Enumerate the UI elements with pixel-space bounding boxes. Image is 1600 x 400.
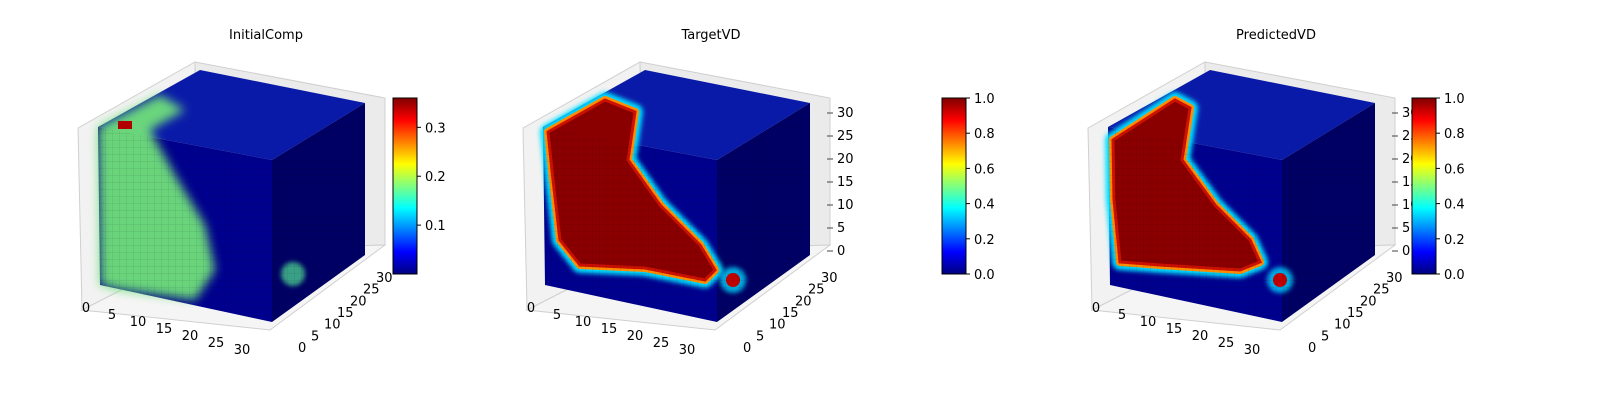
colorbar-tick-label: 0.2 <box>1444 233 1465 248</box>
x-tick-label: 20 <box>182 329 199 344</box>
y-tick-label: 5 <box>756 329 764 344</box>
x-tick-label: 25 <box>653 336 670 351</box>
z-tick-label: 25 <box>837 129 854 144</box>
y-tick-label: 0 <box>1308 341 1316 356</box>
x-tick-label: 25 <box>1218 336 1235 351</box>
voxel-grid-side <box>1282 103 1375 322</box>
y-tick-label: 30 <box>376 271 393 286</box>
x-tick-label: 20 <box>627 329 644 344</box>
y-tick-label: 10 <box>1334 318 1351 333</box>
voxel-grid-front <box>1108 127 1282 322</box>
colorbar-tick-label: 0.4 <box>1444 198 1465 213</box>
y-tick-label: 30 <box>1386 271 1403 286</box>
colorbar-tick-label: 0.0 <box>1444 268 1465 283</box>
y-tick-label: 15 <box>337 306 354 321</box>
y-tick-label: 10 <box>324 318 341 333</box>
z-tick-label: 0 <box>837 244 845 259</box>
z-tick-label: 10 <box>837 198 854 213</box>
y-tick-label: 25 <box>363 283 380 298</box>
x-tick-label: 5 <box>108 308 116 323</box>
y-tick-label: 25 <box>808 283 825 298</box>
z-tick-label: 20 <box>837 152 854 167</box>
y-tick-label: 15 <box>782 306 799 321</box>
cube-top-face <box>98 70 365 160</box>
colorbar-tick-label: 0.3 <box>425 121 446 136</box>
z-tick-label: 0 <box>1402 244 1410 259</box>
y-tick-label: 30 <box>821 271 838 286</box>
panel-title: InitialComp <box>229 28 303 43</box>
voxel-grid-front <box>543 127 717 322</box>
y-tick-label: 5 <box>1321 329 1329 344</box>
x-tick-label: 5 <box>553 308 561 323</box>
colorbar <box>392 97 418 275</box>
colorbar-tick-label: 1.0 <box>1444 92 1465 107</box>
x-tick-label: 30 <box>234 343 251 358</box>
y-tick-label: 0 <box>298 341 306 356</box>
colorbar-tick-label: 0.1 <box>425 219 446 234</box>
y-tick-label: 20 <box>795 294 812 309</box>
x-tick-label: 25 <box>208 336 225 351</box>
panel-title: PredictedVD <box>1236 28 1316 43</box>
colorbar-tick-label: 0.8 <box>974 127 995 142</box>
colorbar-tick-label: 0.8 <box>1444 127 1465 142</box>
z-tick-label: 5 <box>1402 221 1410 236</box>
x-tick-label: 10 <box>1140 315 1157 330</box>
voxel-grid-side <box>717 103 810 322</box>
y-tick-label: 5 <box>311 329 319 344</box>
x-tick-label: 30 <box>1244 343 1261 358</box>
colorbar-tick-label: 1.0 <box>974 92 995 107</box>
y-tick-label: 25 <box>1373 283 1390 298</box>
x-tick-label: 15 <box>601 322 618 337</box>
colorbar-tick-label: 0.2 <box>425 170 446 185</box>
colorbar-tick-label: 0.2 <box>974 233 995 248</box>
x-tick-label: 10 <box>575 315 592 330</box>
colorbar-tick-label: 0.0 <box>974 268 995 283</box>
colorbar <box>1411 97 1437 275</box>
voxel-grid-side <box>272 103 365 322</box>
x-tick-label: 0 <box>527 301 535 316</box>
x-tick-label: 30 <box>679 343 696 358</box>
z-tick-label: 5 <box>837 221 845 236</box>
x-tick-label: 15 <box>1166 322 1183 337</box>
voxel-grid-front <box>98 127 272 322</box>
y-tick-label: 15 <box>1347 306 1364 321</box>
y-tick-label: 10 <box>769 318 786 333</box>
y-tick-label: 20 <box>1360 294 1377 309</box>
y-tick-label: 20 <box>350 294 367 309</box>
colorbar-tick-label: 0.6 <box>1444 162 1465 177</box>
hot-spot <box>118 121 132 129</box>
x-tick-label: 20 <box>1192 329 1209 344</box>
z-tick-label: 30 <box>837 106 854 121</box>
x-tick-label: 0 <box>82 301 90 316</box>
panel-title: TargetVD <box>680 28 740 43</box>
x-tick-label: 0 <box>1092 301 1100 316</box>
x-tick-label: 10 <box>130 315 147 330</box>
colorbar <box>941 97 967 275</box>
colorbar-tick-label: 0.4 <box>974 198 995 213</box>
x-tick-label: 5 <box>1118 308 1126 323</box>
x-tick-label: 15 <box>156 322 173 337</box>
y-tick-label: 0 <box>743 341 751 356</box>
z-tick-label: 15 <box>837 175 854 190</box>
colorbar-tick-label: 0.6 <box>974 162 995 177</box>
